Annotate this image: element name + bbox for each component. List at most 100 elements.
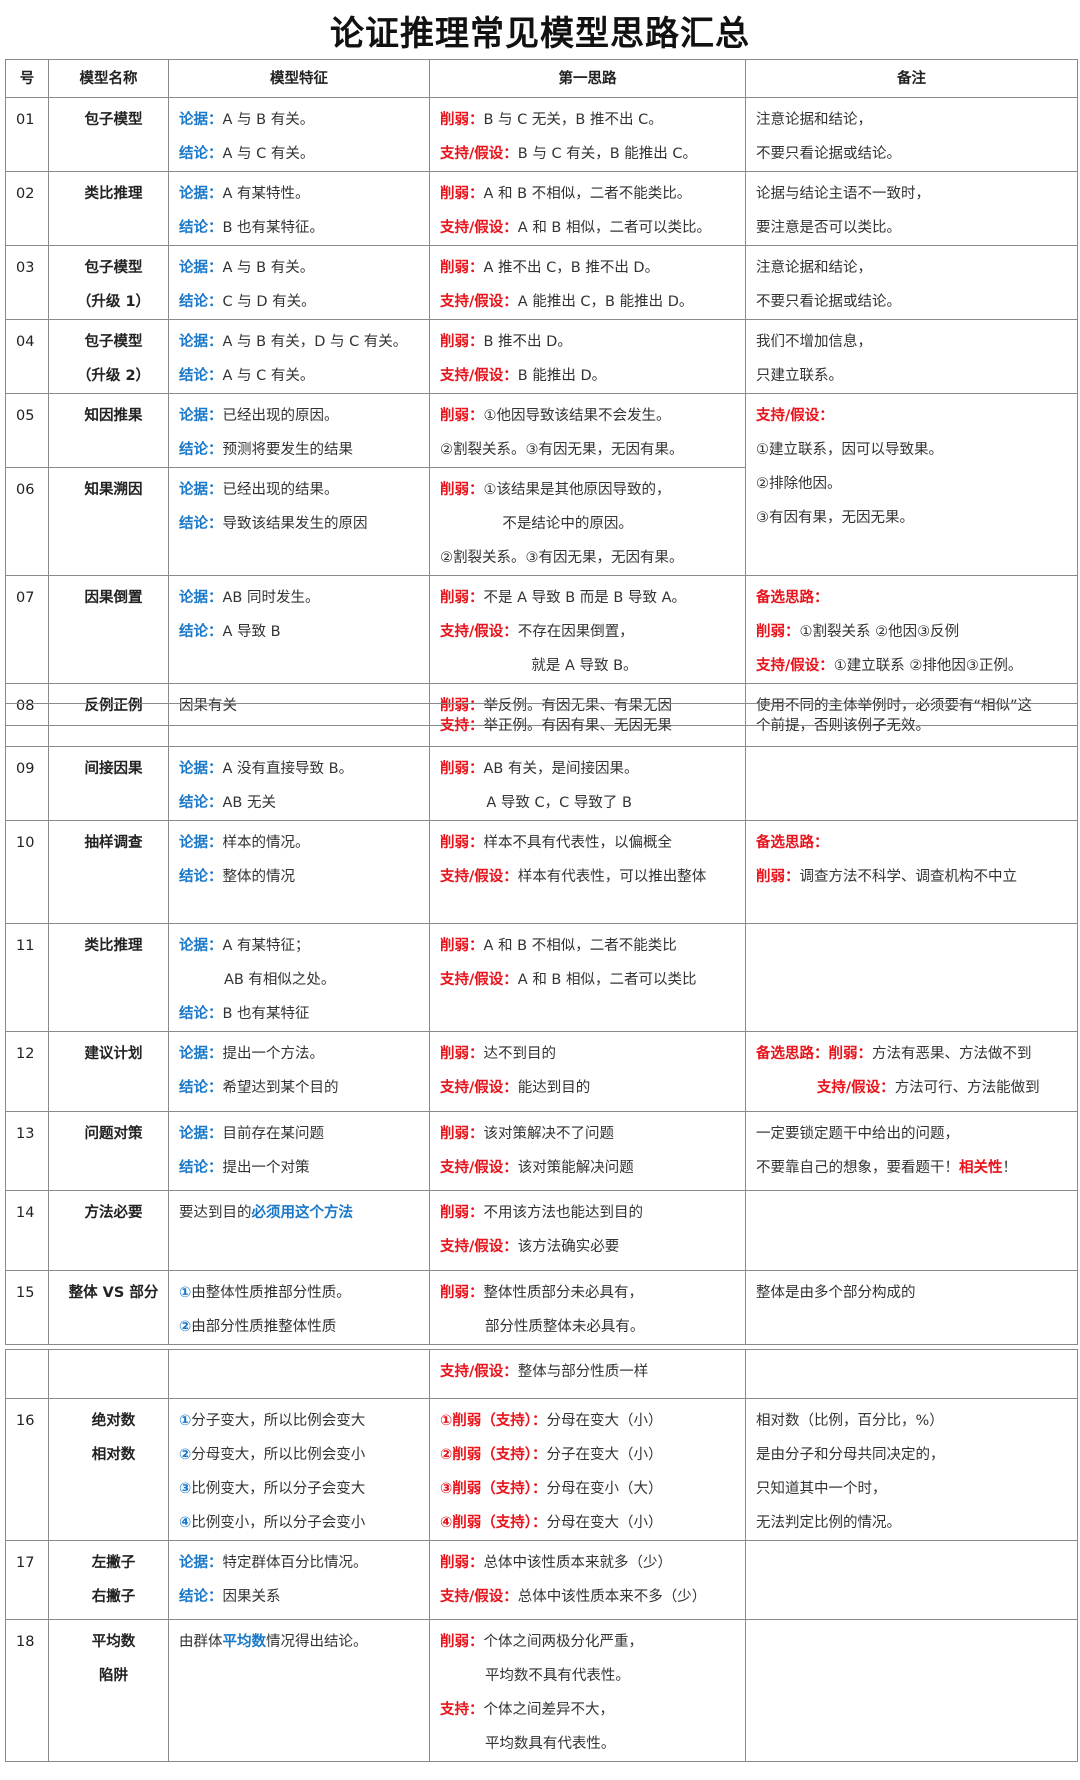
model-feature-cell [168,1349,430,1399]
text-line: ①分子变大，所以比例会变大 [179,1404,429,1438]
notes-cell: 支持/假设： ①建立联系，因可以导致果。 ②排除他因。 ③有因有果，无因无果。 [745,393,1078,576]
model-name-line: 类比推理 [84,938,143,954]
text-line: 结论：因果关系 [179,1580,429,1614]
text-line: 支持/假设：不存在因果倒置， [440,615,745,649]
text-line: 不要只看论据或结论。 [756,285,1077,319]
model-name-line: 方法必要 [84,1205,143,1221]
text-line: 结论：C 与 D 有关。 [179,285,429,319]
model-name-cell: 因果倒置 [48,575,169,684]
text-segment: ②割裂关系。③有因无果，无因有果。 [440,550,684,566]
text-line: 削弱：B 推不出 D。 [440,325,745,359]
highlight-label-blue: ② [179,1319,192,1335]
text-line: 支持/假设：能达到目的 [440,1071,745,1105]
text-segment: 总体中该性质本来就多（少） [483,1555,673,1571]
highlight-label-red: 支持/假设： [440,146,518,162]
text-line: 削弱：①割裂关系 ②他因③反例 [756,615,1077,649]
first-approach-cell: 削弱：A 推不出 C，B 推不出 D。 支持/假设：A 能推出 C，B 能推出 D… [429,245,746,320]
highlight-label-blue: 结论： [179,516,223,532]
notes-cell [745,746,1078,821]
highlight-label-red: 削弱： [440,260,484,276]
text-segment: 无法判定比例的情况。 [756,1515,901,1531]
text-segment: B 也有某特征 [222,1006,310,1022]
text-segment: 达不到目的 [483,1046,557,1062]
text-line: 削弱：A 和 B 不相似，二者不能类比 [440,929,745,963]
notes-cell [745,1540,1078,1620]
notes-cell: 注意论据和结论， 不要只看论据或结论。 [745,245,1078,320]
model-name-line: 整体 VS 部分 [68,1285,159,1301]
model-name-line: 包子模型 [84,260,143,276]
model-name-line: 包子模型 [84,334,143,350]
text-segment: 个体之间差异不大， [483,1702,615,1718]
table-row: 14 方法必要 要达到目的必须用这个方法 削弱：不用该方法也能达到目的 支持/假设：该方… [5,1190,1078,1271]
text-line: 结论：A 与 C 有关。 [179,137,429,171]
text-segment: 是由分子和分母共同决定的， [756,1447,945,1463]
model-name-line: 因果倒置 [84,590,143,606]
text-segment: 由整体性质推部分性质。 [191,1285,351,1301]
text-segment: ①该结果是其他原因导致的， [483,482,671,498]
highlight-label-blue: ② [179,1447,192,1463]
highlight-label-red: 支持/假设： [440,1160,518,1176]
text-segment: 要达到目的 [179,1205,252,1221]
highlight-label-red: 削弱： [440,1046,484,1062]
text-line: 要达到目的必须用这个方法 [179,1196,429,1230]
highlight-label-red: 备选思路： [756,1046,829,1062]
text-line: ②削弱（支持）：分子在变大（小） [440,1438,745,1472]
text-segment: B 与 C 有关，B 能推出 C。 [517,146,697,162]
row-number: 13 [5,1111,49,1191]
table-row: 12 建议计划 论据：提出一个方法。 结论：希望达到某个目的 削弱：达不到目的 支持/假设… [5,1031,1078,1112]
text-segment: 提出一个方法。 [222,1046,325,1062]
row-number: 15 [5,1270,49,1345]
text-line: 支持：举正例。有因有果、无因无果 [440,709,745,743]
model-feature-cell: 论据：A 与 B 有关。 结论：A 与 C 有关。 [168,97,430,172]
text-line: 注意论据和结论， [756,251,1077,285]
first-approach-cell: 削弱：总体中该性质本来就多（少） 支持/假设：总体中该性质本来不多（少） [429,1540,746,1620]
model-name-cell: 平均数 陷阱 [48,1619,169,1762]
first-approach-cell: 削弱：B 推不出 D。 支持/假设：B 能推出 D。 [429,319,746,394]
first-approach-cell: 削弱：整体性质部分未必具有， 部分性质整体未必具有。 [429,1270,746,1345]
first-approach-cell: 削弱：不用该方法也能达到目的 支持/假设：该方法确实必要 [429,1190,746,1271]
text-line: 论据：特定群体百分比情况。 [179,1546,429,1580]
row-number: 04 [5,319,49,394]
highlight-label-blue: 结论： [179,146,223,162]
text-segment: 总体中该性质本来不多（少） [517,1589,707,1605]
model-name-cell [48,703,169,747]
model-feature-cell: 论据：A 与 B 有关，D 与 C 有关。 结论：A 与 C 有关。 [168,319,430,394]
model-name-cell: 类比推理 [48,171,169,246]
highlight-label-blue: 论据： [179,835,223,851]
text-segment: 由部分性质推整体性质 [191,1319,337,1335]
text-line: 部分性质整体未必具有。 [440,1310,745,1344]
text-line: ①削弱（支持）：分母在变大（小） [440,1404,745,1438]
text-line: 不是结论中的原因。 [440,507,745,541]
text-segment: 要注意是否可以类比。 [756,220,901,236]
text-segment: 样本的情况。 [222,835,310,851]
text-line: 论据：A 有某特性。 [179,177,429,211]
text-line: 论据：已经出现的结果。 [179,473,429,507]
row-number: 02 [5,171,49,246]
text-segment: 平均数具有代表性。 [484,1736,616,1752]
first-approach-cell: 削弱：不是 A 导致 B 而是 B 导致 A。 支持/假设：不存在因果倒置， 就是 … [429,575,746,684]
text-line: ③比例变大，所以分子会变大 [179,1472,429,1506]
first-approach-cell: 削弱：达不到目的支持/假设：能达到目的 [429,1031,746,1112]
model-name-line: 建议计划 [84,1046,143,1062]
text-segment: 不存在因果倒置， [517,624,634,640]
highlight-label-blue: 论据： [179,482,223,498]
table-row: 支持：举正例。有因有果、无因无果 个前提，否则该例子无效。 [5,703,1078,747]
text-segment: 已经出现的原因。 [222,408,339,424]
text-segment: A 与 B 有关。 [222,112,315,128]
highlight-label-red: 支持/假设： [440,294,518,310]
first-approach-cell: 削弱：A 和 B 不相似，二者不能类比 支持/假设：A 和 B 相似，二者可以类比 [429,923,746,1032]
model-name-line: 知因推果 [84,408,143,424]
text-line: ④比例变小，所以分子会变小 [179,1506,429,1540]
first-approach-cell: 支持：举正例。有因有果、无因无果 [429,703,746,747]
highlight-label-blue: 结论： [179,869,223,885]
text-line: 支持/假设：B 能推出 D。 [440,359,745,393]
text-segment: A 和 B 不相似，二者不能类比。 [483,186,692,202]
model-name-cell: 问题对策 [48,1111,169,1191]
row-number: 11 [5,923,49,1032]
header-number: 号 [5,59,49,98]
text-segment: 不用该方法也能达到目的 [483,1205,644,1221]
text-line: 不要只看论据或结论。 [756,137,1077,171]
text-line: 结论：希望达到某个目的 [179,1071,429,1105]
model-feature-cell: 论据：AB 同时发生。 结论：A 导致 B [168,575,430,684]
text-segment: AB 有相似之处。 [223,972,336,988]
